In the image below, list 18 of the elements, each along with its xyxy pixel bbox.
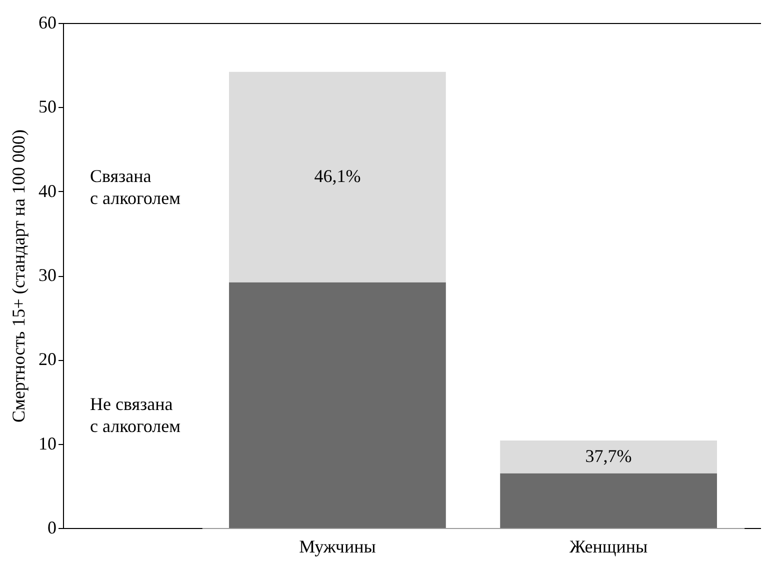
annotation: 46,1%	[314, 166, 361, 186]
bar	[229, 72, 446, 282]
y-tick-label: 50	[38, 96, 56, 117]
y-tick-label: 60	[38, 12, 56, 32]
bar	[229, 282, 446, 528]
annotation: 37,7%	[585, 446, 632, 466]
y-tick-label: 30	[38, 265, 56, 285]
y-tick-label: 10	[38, 433, 56, 454]
x-tick-label: Женщины	[570, 536, 648, 556]
text: Связана с алкоголем	[90, 166, 181, 208]
bar	[500, 473, 717, 528]
y-tick-label: 20	[38, 349, 56, 370]
y-tick-label: 0	[48, 518, 56, 538]
x-tick-label: Мужчины	[299, 536, 376, 556]
y-axis-title: Смертность 15+ (стандарт на 100 000)	[8, 130, 28, 422]
bar	[500, 440, 717, 474]
y-tick-label: 40	[38, 180, 56, 201]
text: Не связана с алкоголем	[90, 394, 181, 436]
